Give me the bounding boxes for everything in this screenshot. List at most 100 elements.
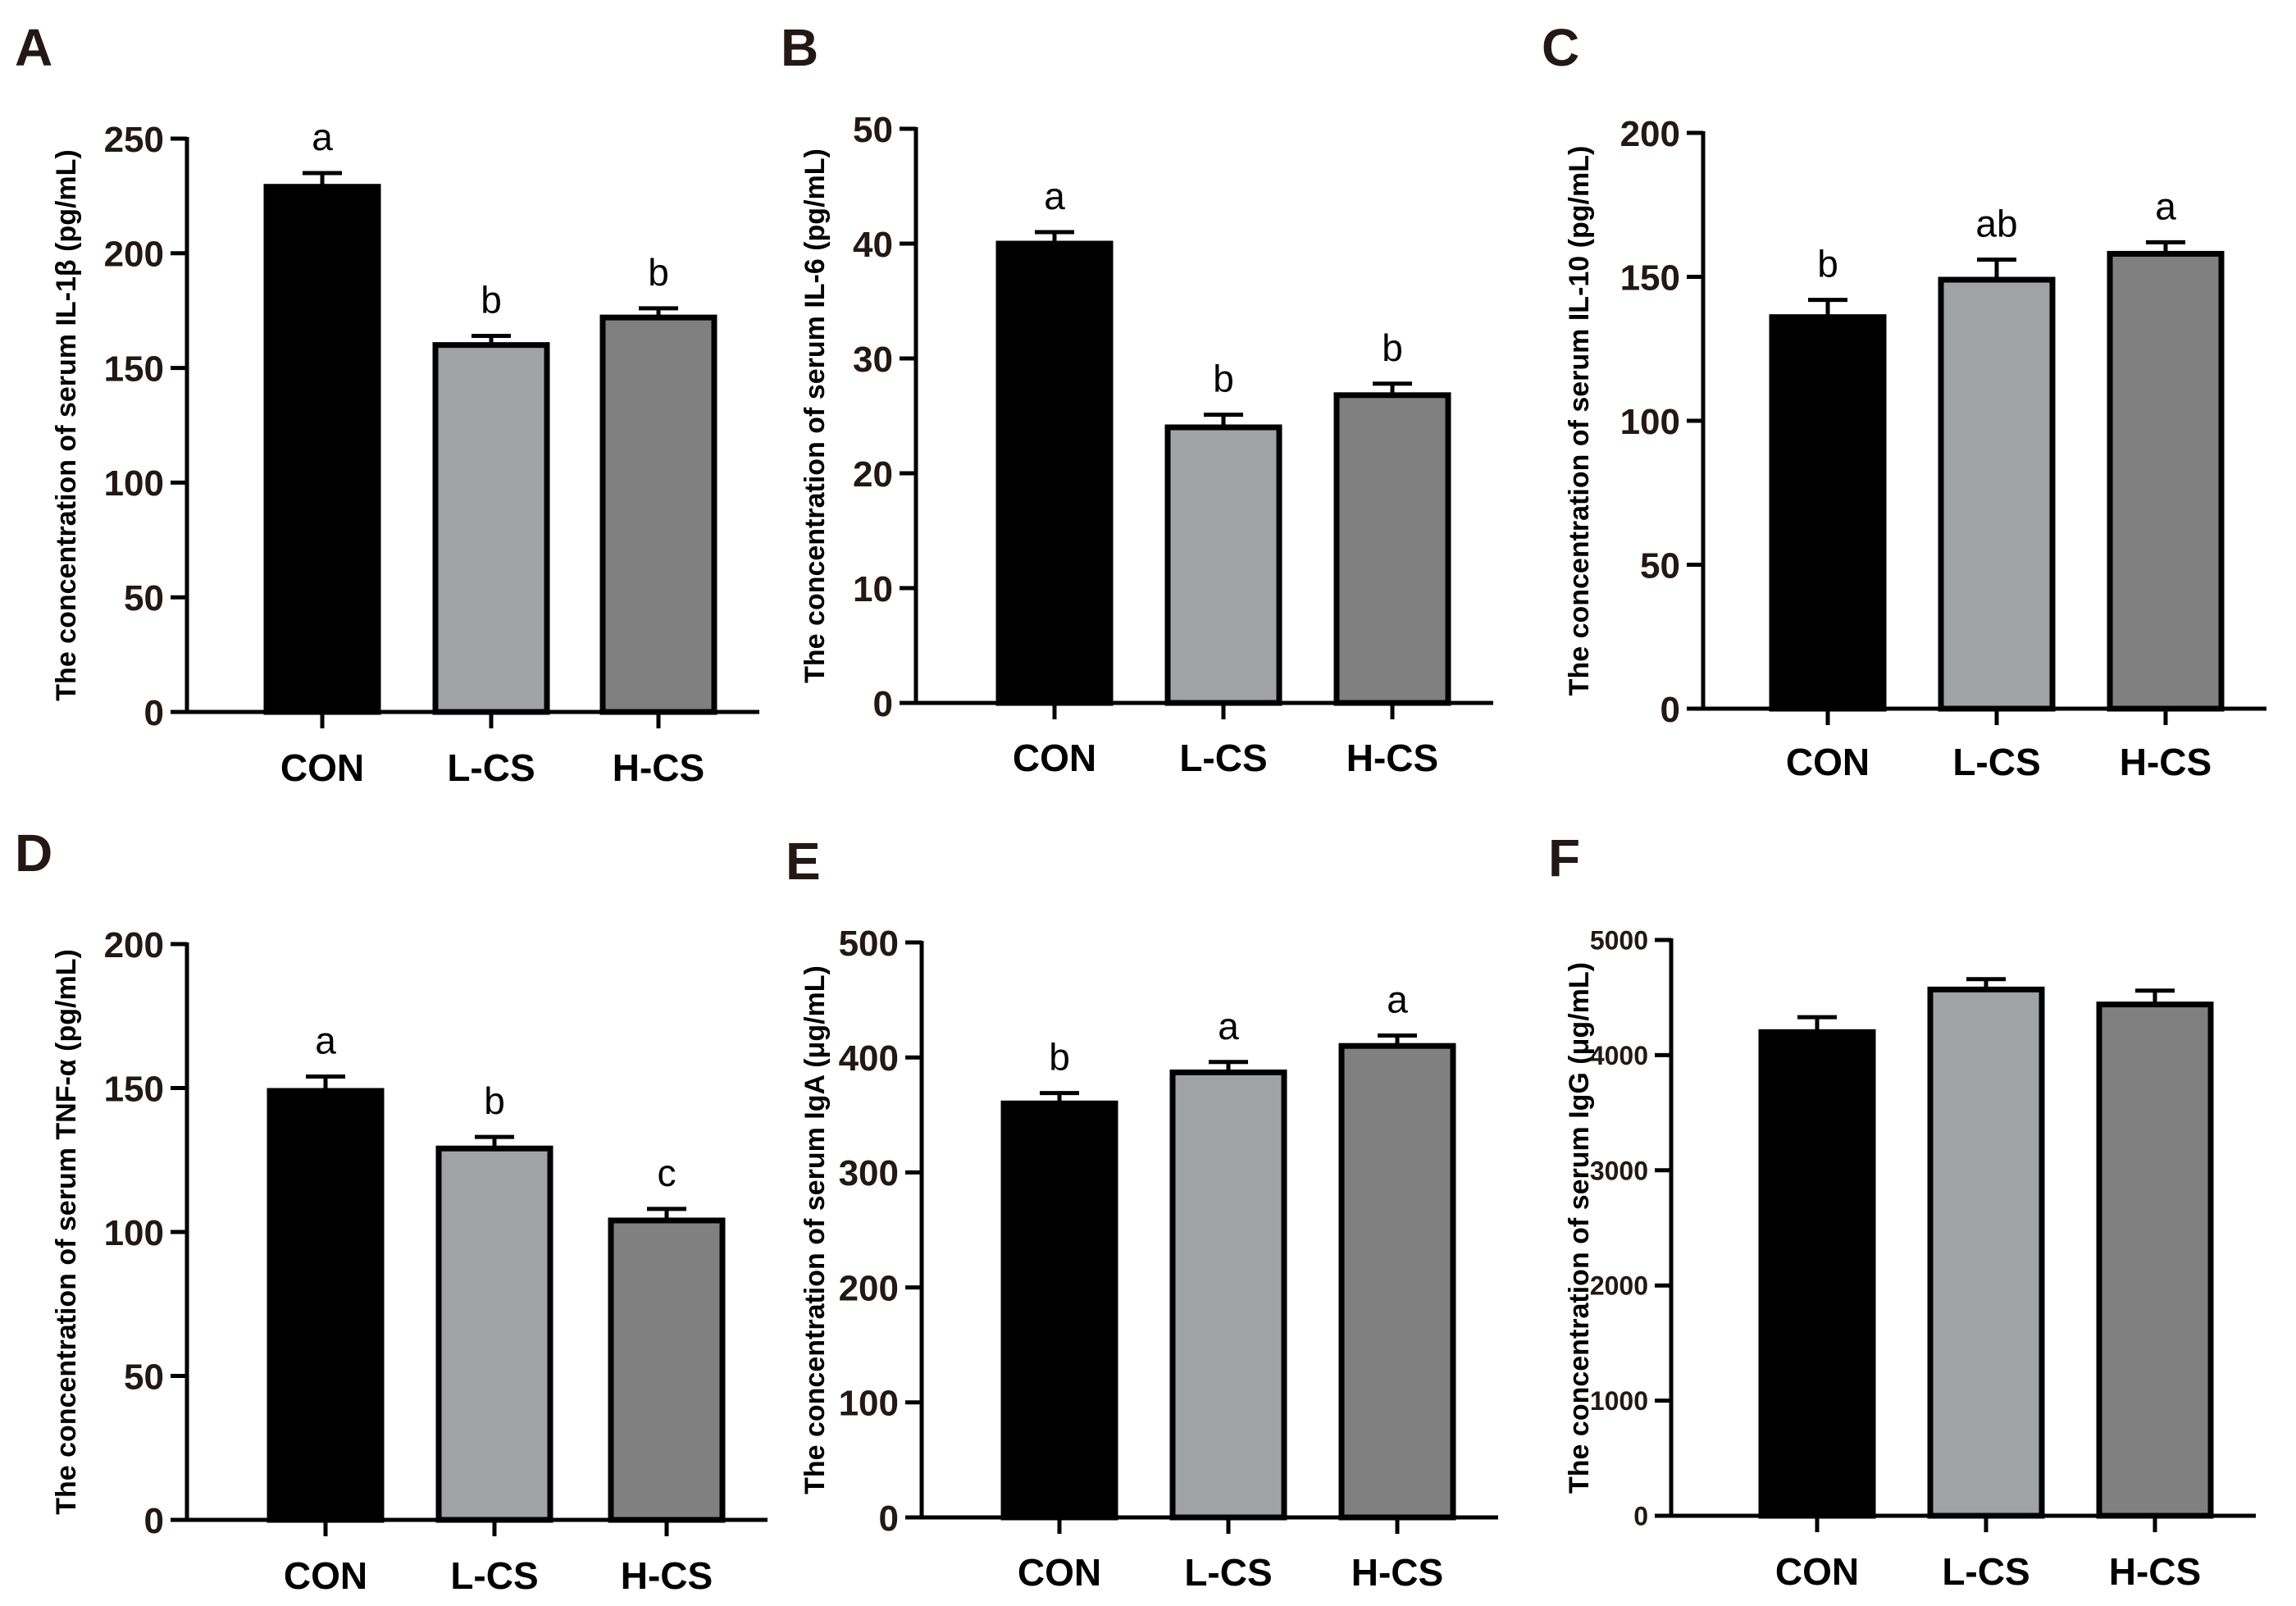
x-category-label: H-CS [1346,737,1438,779]
y-tick-label: 150 [104,1069,164,1109]
y-tick-label: 100 [839,1384,899,1424]
panel-b: B The concentration of serum IL-6 (pg/mL)… [781,18,1493,779]
x-category-label: H-CS [1351,1551,1443,1594]
bar-con [1000,1100,1118,1521]
x-category-label: H-CS [2120,741,2212,783]
significance-letter: b [481,278,502,321]
x-category-label: H-CS [613,746,704,789]
y-tick-label: 100 [104,463,164,504]
y-tick-label: 150 [1620,258,1680,298]
significance-letter: ab [1975,202,2017,244]
x-category-label: CON [284,1554,367,1597]
bar-l-cs [432,342,550,715]
y-tick-label: 2000 [1590,1271,1648,1301]
bar-con [1758,1029,1876,1519]
bar-h-cs [2096,1001,2214,1519]
y-tick-label: 50 [1640,545,1680,586]
y-tick-label: 200 [104,235,164,275]
x-category-label: L-CS [447,746,535,789]
y-tick-label: 30 [853,340,893,380]
y-tick-label: 0 [1633,1502,1648,1531]
y-tick-label: 4000 [1590,1041,1648,1070]
y-tick-label: 5000 [1590,926,1648,956]
panel-f: F The concentration of serum IgG (μg/mL) 0… [1548,828,2256,1593]
bar-l-cs [435,1145,554,1523]
significance-letter: c [658,1152,676,1194]
y-tick-label: 0 [144,693,164,733]
significance-letter: a [312,116,333,158]
y-axis-title: The concentration of serum IL-10 (pg/mL) [1564,146,1595,696]
x-category-label: CON [1775,1550,1859,1593]
x-category-label: L-CS [1942,1550,2029,1593]
panel-letter: E [786,832,821,891]
bar-h-cs [1338,1043,1456,1521]
significance-letter: a [1218,1005,1239,1047]
bar-con [995,240,1114,706]
y-tick-label: 0 [879,1499,899,1539]
bar-h-cs [1333,392,1451,706]
y-tick-label: 0 [144,1501,164,1541]
significance-letter: a [1044,175,1065,217]
y-tick-label: 1000 [1590,1386,1648,1416]
x-category-label: L-CS [1184,1551,1272,1594]
significance-letter: a [1387,979,1408,1021]
y-tick-label: 50 [124,578,164,618]
x-category-label: H-CS [2109,1550,2201,1593]
y-tick-label: 150 [104,349,164,389]
significance-letter: a [2155,185,2176,227]
panel-letter: F [1548,828,1580,887]
panel-e: E The concentration of serum IgA (μg/mL) 0… [786,832,1498,1594]
bar-h-cs [608,1217,726,1523]
y-axis-title: The concentration of serum IL-6 (pg/mL) [800,148,831,683]
y-tick-label: 200 [1620,114,1680,154]
x-category-label: CON [1786,741,1870,783]
y-tick-label: 200 [839,1268,899,1308]
significance-letter: b [1817,243,1838,285]
panel-a: A The concentration of serum IL-1β (pg/mL… [15,18,759,789]
panel-letter: D [15,824,52,883]
bar-h-cs [2107,250,2225,712]
panel-c: C The concentration of serum IL-10 (pg/mL… [1542,18,2266,783]
x-category-label: H-CS [621,1554,713,1597]
bar-l-cs [1938,276,2056,712]
x-category-label: CON [1013,737,1096,779]
y-axis-title: The concentration of serum IgG (μg/mL) [1564,962,1595,1494]
y-tick-label: 20 [853,454,893,495]
significance-letter: b [648,251,669,294]
y-tick-label: 10 [853,569,893,609]
x-category-label: CON [1018,1551,1101,1594]
significance-letter: b [1213,358,1234,400]
bar-l-cs [1169,1069,1287,1521]
bar-con [266,1088,385,1523]
bar-l-cs [1927,986,2045,1519]
y-tick-label: 40 [853,225,893,265]
panel-letter: B [781,18,818,77]
x-category-label: L-CS [450,1554,538,1597]
y-tick-label: 100 [104,1213,164,1253]
y-tick-label: 250 [104,120,164,160]
significance-letter: b [1049,1036,1070,1079]
y-tick-label: 100 [1620,402,1680,442]
x-category-label: CON [280,746,364,789]
significance-letter: b [484,1079,505,1122]
x-category-label: L-CS [1952,741,2040,783]
panel-letter: C [1542,18,1579,77]
y-axis-title: The concentration of serum IL-1β (pg/mL) [51,149,82,700]
panel-d: D The concentration of serum TNF-α (pg/mL… [15,824,768,1597]
bar-con [263,184,381,715]
bar-con [1769,314,1887,712]
y-axis-title: The concentration of serum TNF-α (pg/mL) [51,949,82,1515]
significance-letter: a [315,1019,336,1061]
bar-h-cs [599,314,718,715]
y-axis-title: The concentration of serum IgA (μg/mL) [800,965,831,1494]
y-tick-label: 0 [1660,690,1680,730]
bar-l-cs [1164,424,1282,706]
y-tick-label: 50 [853,110,893,150]
x-category-label: L-CS [1179,737,1267,779]
y-tick-label: 500 [839,924,899,964]
significance-letter: b [1382,326,1403,369]
y-tick-label: 400 [839,1038,899,1079]
y-tick-label: 300 [839,1153,899,1193]
y-tick-label: 0 [873,684,893,724]
